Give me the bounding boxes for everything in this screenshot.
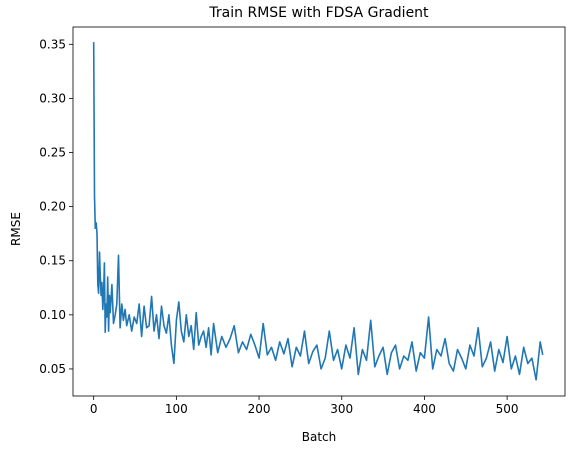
x-axis-label: Batch: [302, 430, 337, 444]
x-tick-label: 0: [90, 402, 98, 416]
x-tick-label: 200: [248, 402, 271, 416]
y-tick-label: 0.30: [39, 91, 66, 105]
chart-title: Train RMSE with FDSA Gradient: [208, 5, 429, 21]
y-tick-label: 0.10: [39, 308, 66, 322]
y-tick-label: 0.35: [39, 37, 66, 51]
y-tick-label: 0.25: [39, 146, 66, 160]
series-line-0: [92, 42, 544, 381]
axes-frame: [72, 26, 566, 397]
y-tick-label: 0.20: [39, 200, 66, 214]
x-tick-label: 500: [496, 402, 519, 416]
plot-area: 0 100 200 300 400 500 0.05 0.10 0.15 0.20 0.25 0.30…: [39, 26, 566, 416]
y-axis-label: RMSE: [9, 212, 23, 246]
y-tick-label: 0.05: [39, 362, 66, 376]
x-tick-label: 100: [165, 402, 188, 416]
x-tick-label: 400: [413, 402, 436, 416]
y-tick-label: 0.15: [39, 254, 66, 268]
x-tick-label: 300: [330, 402, 353, 416]
